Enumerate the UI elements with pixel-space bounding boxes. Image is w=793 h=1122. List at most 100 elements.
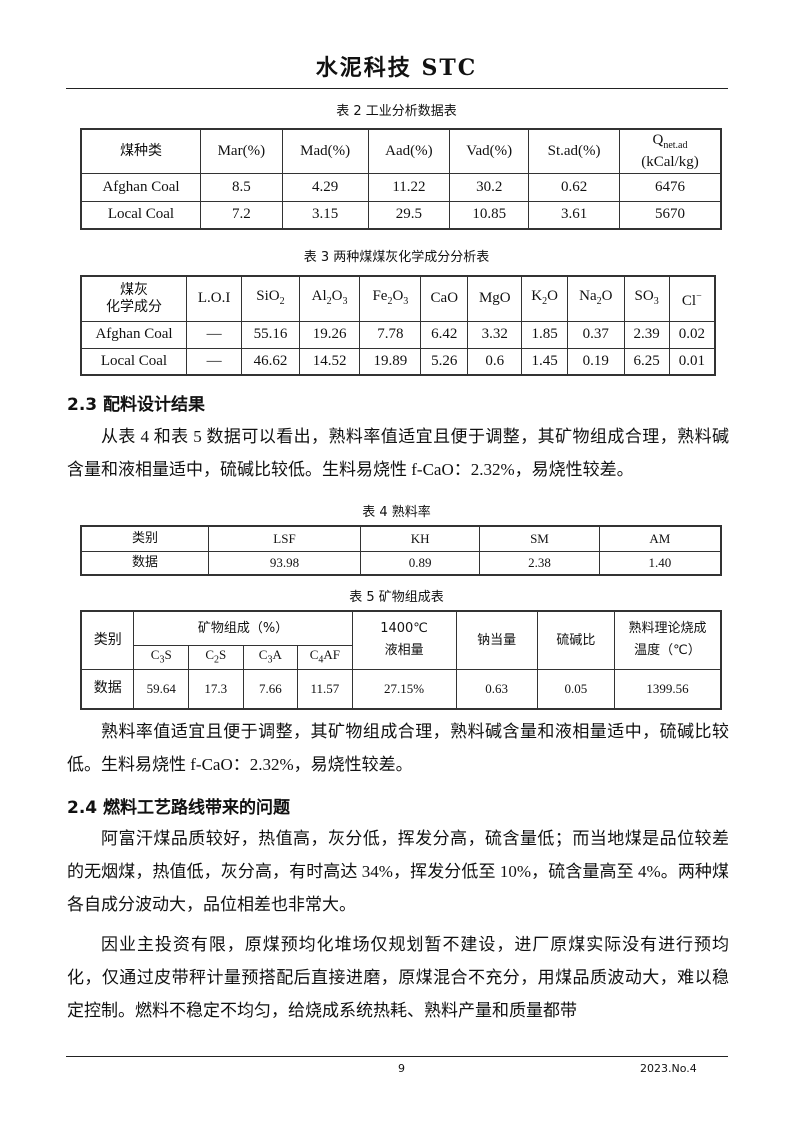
t2-cell: 11.22 bbox=[367, 172, 451, 202]
t5-cell: 59.64 bbox=[133, 668, 190, 710]
t2-header: 煤种类 bbox=[80, 128, 201, 174]
t3-header: L.O.I bbox=[185, 275, 243, 322]
t3-header: Cl− bbox=[668, 275, 716, 322]
t4-cell: 93.98 bbox=[208, 550, 361, 576]
t2-cell: Local Coal bbox=[80, 200, 201, 230]
t5-cell: 1399.56 bbox=[613, 668, 722, 710]
t2-cell: Afghan Coal bbox=[80, 172, 201, 202]
t5-header-temp: 熟料理论烧成 温度（℃） bbox=[613, 610, 722, 670]
t2-cell: 8.5 bbox=[200, 172, 283, 202]
t4-cell: 1.40 bbox=[598, 550, 722, 576]
t3-cell: 1.45 bbox=[521, 347, 568, 376]
t3-header: K2O bbox=[521, 275, 568, 322]
t5-cell: 27.15% bbox=[351, 668, 457, 710]
table4-caption: 表 4 熟料率 bbox=[362, 505, 431, 520]
t2-cell: 0.62 bbox=[528, 172, 620, 202]
t2-header: Mad(%) bbox=[281, 128, 369, 174]
t3-cell: 0.19 bbox=[566, 347, 625, 376]
t5-header-minerals: 矿物组成（%） bbox=[133, 610, 353, 646]
t3-cell: 19.26 bbox=[298, 320, 361, 349]
t3-cell: 1.85 bbox=[521, 320, 568, 349]
t3-cell: Afghan Coal bbox=[80, 320, 187, 349]
t2-cell: 3.61 bbox=[528, 200, 620, 230]
t2-header: Vad(%) bbox=[449, 128, 530, 174]
journal-header-title: 水泥科技 STC bbox=[315, 55, 478, 81]
t5-mineral: C2S bbox=[188, 644, 244, 670]
table2: 煤种类 Mar(%) Mad(%) Aad(%) Vad(%) St.ad(%)… bbox=[80, 128, 722, 230]
t2-cell: 29.5 bbox=[367, 200, 451, 230]
table-row: Afghan Coal 8.5 4.29 11.22 30.2 0.62 6476 bbox=[80, 172, 722, 202]
t5-cell: 7.66 bbox=[242, 668, 299, 710]
t4-cell: 数据 bbox=[80, 550, 209, 576]
page-number: 9 bbox=[398, 1062, 405, 1075]
header-rule bbox=[66, 88, 728, 89]
t2-header-q: Qnet.ad (kCal/kg) bbox=[619, 128, 722, 174]
table3: 煤灰 化学成分 L.O.I SiO2 Al2O3 Fe2O3 CaO MgO K2O Na2O S… bbox=[80, 275, 716, 376]
t5-header-line: 1400℃ bbox=[380, 621, 428, 637]
t5-mineral: C3S bbox=[133, 644, 190, 670]
table4: 类别 LSF KH SM AM 数据 93.98 0.89 2.38 1.40 bbox=[80, 525, 722, 576]
t4-cell: 2.38 bbox=[479, 550, 600, 576]
t3-cell: 2.39 bbox=[623, 320, 670, 349]
t5-header-line: 温度（℃） bbox=[634, 643, 701, 659]
t5-cell: 0.63 bbox=[455, 668, 538, 710]
t5-cell: 0.05 bbox=[536, 668, 615, 710]
t3-cell: 14.52 bbox=[298, 347, 361, 376]
t4-header: 类别 bbox=[80, 525, 209, 552]
t3-cell: — bbox=[185, 347, 243, 376]
t3-cell: 3.32 bbox=[467, 320, 523, 349]
t3-header: Al2O3 bbox=[298, 275, 361, 322]
table-row: 数据 93.98 0.89 2.38 1.40 bbox=[80, 550, 722, 576]
t3-cell: 55.16 bbox=[241, 320, 300, 349]
table-row: 数据 59.64 17.3 7.66 11.57 27.15% 0.63 0.0… bbox=[80, 668, 722, 710]
t3-cell: Local Coal bbox=[80, 347, 187, 376]
t3-cell: 46.62 bbox=[241, 347, 300, 376]
table5: 类别 矿物组成（%） 1400℃ 液相量 钠当量 硫碱比 熟料理论烧成 温度（℃） … bbox=[80, 610, 722, 710]
t3-cell: 19.89 bbox=[359, 347, 422, 376]
section-2-3-heading: 2.3 配料设计结果 bbox=[67, 395, 206, 415]
t3-header: CaO bbox=[420, 275, 469, 322]
section-2-4-heading: 2.4 燃料工艺路线带来的问题 bbox=[67, 798, 291, 818]
t2-cell: 6476 bbox=[619, 172, 722, 202]
t5-header-sulfur: 硫碱比 bbox=[536, 610, 615, 670]
t2-cell: 7.2 bbox=[200, 200, 283, 230]
t3-header-line: 煤灰 bbox=[120, 281, 148, 298]
t4-header: KH bbox=[359, 525, 481, 552]
t3-cell: 7.78 bbox=[359, 320, 422, 349]
t3-cell: 0.37 bbox=[566, 320, 625, 349]
t5-header-sodium: 钠当量 bbox=[455, 610, 538, 670]
section-2-4-paragraph: 因业主投资有限，原煤预均化堆场仅规划暂不建设，进厂原煤实际没有进行预均化，仅通过… bbox=[67, 935, 729, 1020]
t3-cell: 0.02 bbox=[668, 320, 716, 349]
t3-cell: 0.6 bbox=[467, 347, 523, 376]
t5-header-line: 熟料理论烧成 bbox=[628, 621, 707, 637]
t3-cell: — bbox=[185, 320, 243, 349]
paragraph-after-table5: 熟料率值适宜且便于调整，其矿物组成合理，熟料碱含量和液相量适中，硫碱比较低。生料… bbox=[67, 722, 729, 774]
t2-cell: 3.15 bbox=[281, 200, 369, 230]
q-symbol: Q bbox=[652, 131, 664, 148]
t3-header: MgO bbox=[467, 275, 523, 322]
t4-header: LSF bbox=[208, 525, 361, 552]
t5-cell: 17.3 bbox=[188, 668, 244, 710]
q-subscript: net.ad bbox=[663, 139, 688, 151]
q-unit: (kCal/kg) bbox=[641, 153, 699, 170]
t2-header: Aad(%) bbox=[367, 128, 451, 174]
t3-header: SO3 bbox=[623, 275, 670, 322]
t3-header: Na2O bbox=[566, 275, 625, 322]
issue-label: 2023.No.4 bbox=[640, 1062, 697, 1075]
t2-header: Mar(%) bbox=[200, 128, 283, 174]
t3-cell: 0.01 bbox=[668, 347, 716, 376]
t5-mineral: C3A bbox=[242, 644, 299, 670]
t4-cell: 0.89 bbox=[359, 550, 481, 576]
table5-caption: 表 5 矿物组成表 bbox=[349, 590, 444, 605]
t2-cell: 5670 bbox=[619, 200, 722, 230]
t2-cell: 10.85 bbox=[449, 200, 530, 230]
t3-header-line: 化学成分 bbox=[106, 298, 162, 315]
footer-rule bbox=[66, 1056, 728, 1057]
t3-header-first: 煤灰 化学成分 bbox=[80, 275, 187, 322]
t2-header: St.ad(%) bbox=[528, 128, 620, 174]
t2-cell: 30.2 bbox=[449, 172, 530, 202]
section-2-3-paragraph: 从表 4 和表 5 数据可以看出，熟料率值适宜且便于调整，其矿物组成合理，熟料碱… bbox=[67, 427, 729, 479]
table3-caption: 表 3 两种煤煤灰化学成分分析表 bbox=[303, 250, 490, 265]
t3-header: Fe2O3 bbox=[359, 275, 422, 322]
t5-cell: 数据 bbox=[80, 668, 135, 710]
